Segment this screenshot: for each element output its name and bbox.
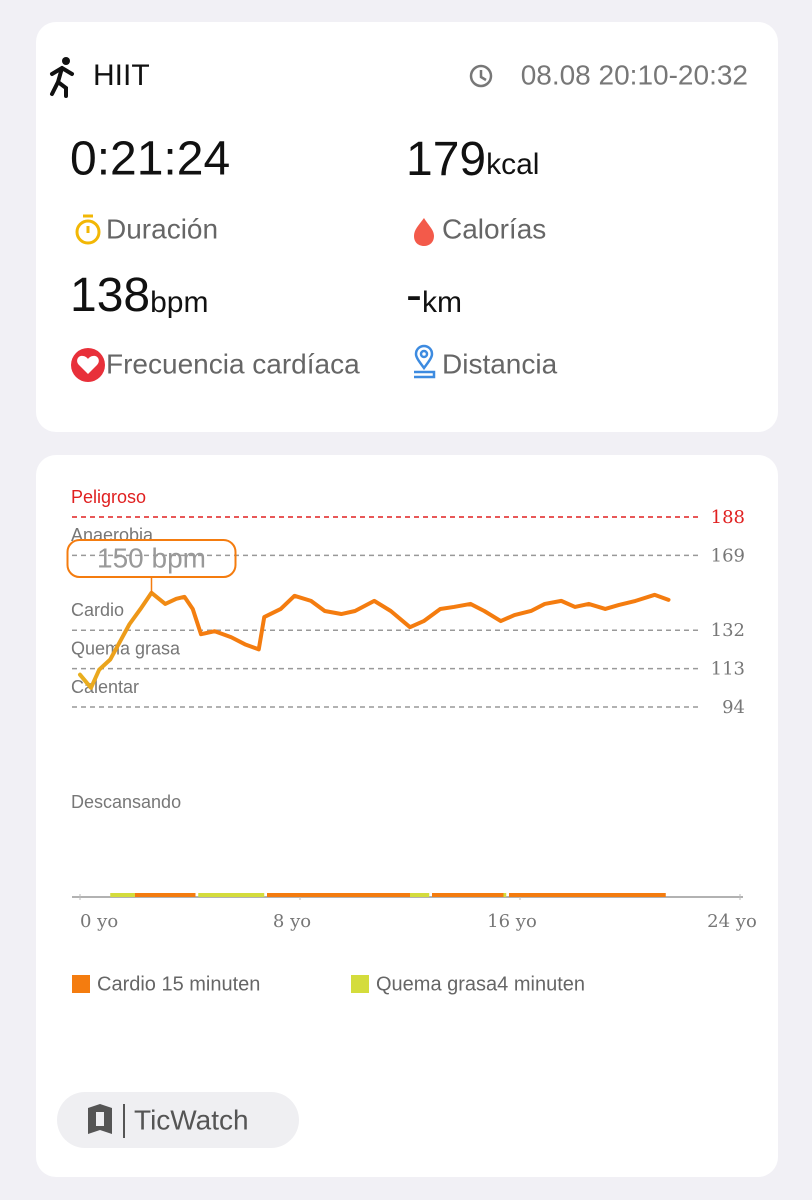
zone-segment [410, 893, 430, 897]
zone-value: 132 [711, 620, 745, 641]
heart-rate-line [78, 590, 671, 690]
tooltip-text: 150 bpm [97, 542, 206, 573]
location-icon [414, 344, 436, 379]
summary-card [36, 22, 778, 432]
workout-time: 08.08 20:10-20:32 [521, 59, 748, 90]
zone-value: 188 [711, 507, 745, 528]
runner-icon [50, 57, 74, 98]
zone-value: 94 [722, 697, 745, 718]
zone-segment [110, 893, 135, 897]
zone-segment [432, 893, 504, 897]
clock-icon [469, 64, 493, 88]
calories-stat: 179kcal [406, 133, 539, 186]
heart-rate-value: 138 [70, 269, 150, 322]
rest-label: Descansando [71, 792, 181, 812]
zone-label: Peligroso [71, 487, 146, 507]
zone-segment [267, 893, 410, 897]
calories-unit: kcal [486, 148, 539, 181]
distance-label: Distancia [442, 348, 558, 379]
zone-segment [509, 893, 666, 897]
heart-rate-stat: 138bpm [70, 269, 208, 322]
legend-swatch [72, 975, 90, 993]
zone-segment [198, 893, 265, 897]
tooltip-box [66, 539, 237, 578]
x-tick-label: 16 yo [487, 911, 537, 932]
calories-label: Calorías [442, 213, 546, 244]
activity-name: HIIT [93, 59, 150, 92]
calories-value: 179 [406, 133, 486, 186]
heart-rate-label: Frecuencia cardíaca [106, 348, 360, 379]
distance-stat: -km [406, 269, 462, 322]
zone-segment [503, 893, 507, 897]
zone-segment [135, 893, 196, 897]
zone-label: Quema grasa [71, 638, 181, 658]
duration-value: 0:21:24 [70, 133, 230, 186]
legend-label: Cardio 15 minuten [97, 973, 260, 995]
duration-label: Duración [106, 213, 218, 244]
zone-value: 169 [711, 545, 745, 566]
stopwatch-icon [75, 214, 101, 245]
brand-name: TicWatch [134, 1104, 249, 1135]
zone-value: 113 [711, 659, 745, 680]
distance-unit: km [422, 286, 462, 319]
zone-label: Cardio [71, 600, 124, 620]
flame-icon [414, 218, 434, 246]
brand-pill [57, 1092, 299, 1148]
x-tick-label: 8 yo [273, 911, 311, 932]
heart-icon [71, 348, 105, 382]
legend-swatch [351, 975, 369, 993]
legend-label: Quema grasa4 minuten [376, 973, 585, 995]
heart-rate-unit: bpm [150, 286, 208, 319]
distance-value: - [406, 269, 422, 322]
brand-logo [88, 1104, 125, 1138]
zone-label: Calentar [71, 677, 139, 697]
x-tick-label: 24 yo [707, 911, 757, 932]
x-tick-label: 0 yo [80, 911, 118, 932]
